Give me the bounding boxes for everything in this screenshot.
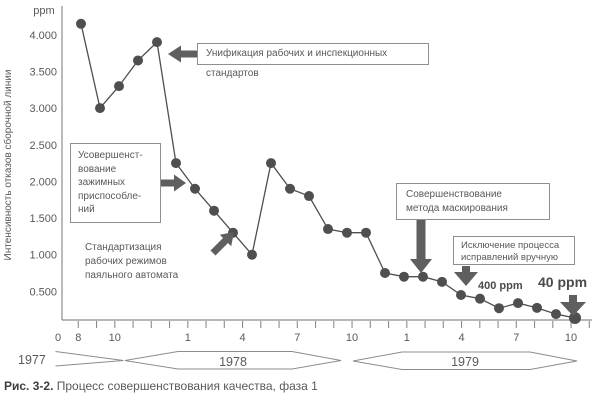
svg-text:1: 1 <box>185 332 191 344</box>
figure-caption-number: Рис. 3-2. <box>4 379 54 393</box>
arrow-down-long-icon <box>410 220 432 273</box>
svg-text:0: 0 <box>55 332 61 344</box>
svg-text:ppm: ppm <box>33 5 54 17</box>
y-axis-title: Интенсивность отказов сборочной линии <box>3 69 14 261</box>
svg-text:4.000: 4.000 <box>29 30 57 42</box>
svg-text:4: 4 <box>239 332 245 344</box>
svg-text:1: 1 <box>404 332 410 344</box>
svg-text:10: 10 <box>346 332 358 344</box>
svg-text:1.000: 1.000 <box>29 250 57 262</box>
svg-text:8: 8 <box>75 332 81 344</box>
label-400ppm: 400 ppm <box>478 280 523 292</box>
figure-caption-text: Процесс совершенствования качества, фаза… <box>53 379 318 393</box>
figure-caption: Рис. 3-2. Процесс совершенствования каче… <box>4 379 318 393</box>
arrow-right-icon <box>161 174 186 192</box>
svg-text:10: 10 <box>109 332 121 344</box>
year-label-1977: 1977 <box>18 353 46 367</box>
svg-text:4: 4 <box>458 332 464 344</box>
svg-text:10: 10 <box>565 332 577 344</box>
year-axis-layer: 1978 1979 <box>55 351 578 370</box>
annotation-clamping-box: Усовершенст- вование зажимных приспособл… <box>70 143 161 223</box>
arrow-down-40ppm-icon <box>560 295 586 316</box>
svg-text:7: 7 <box>294 332 300 344</box>
annotation-unification-box: Унификация рабочих и инспекционных станд… <box>197 43 429 79</box>
svg-text:3.500: 3.500 <box>29 66 57 78</box>
svg-text:0.500: 0.500 <box>29 286 57 298</box>
svg-text:3.000: 3.000 <box>29 103 57 115</box>
annotation-masking-box: Совершенствование метода маскирования <box>396 183 550 220</box>
svg-text:7: 7 <box>513 332 519 344</box>
annotation-arrows <box>161 45 586 316</box>
svg-text:1978: 1978 <box>219 355 247 369</box>
annotation-standardization-text: Стандартизация рабочих режимов паяльного… <box>85 242 179 281</box>
label-40ppm: 40 ppm <box>538 274 588 290</box>
svg-text:2.500: 2.500 <box>29 140 57 152</box>
svg-text:1979: 1979 <box>451 355 479 369</box>
arrow-left-icon <box>168 45 197 63</box>
axes-layer: ppm 4.000 3.500 3.000 2.500 2.000 1.500 1.000 0.… <box>29 5 592 344</box>
annotation-manual-fix-box: Исключение процесса исправлений вручную <box>453 236 575 265</box>
svg-text:1.500: 1.500 <box>29 213 57 225</box>
arrow-down-small-icon <box>454 266 478 286</box>
svg-text:2.000: 2.000 <box>29 176 57 188</box>
arrow-up-right-icon <box>210 232 234 256</box>
